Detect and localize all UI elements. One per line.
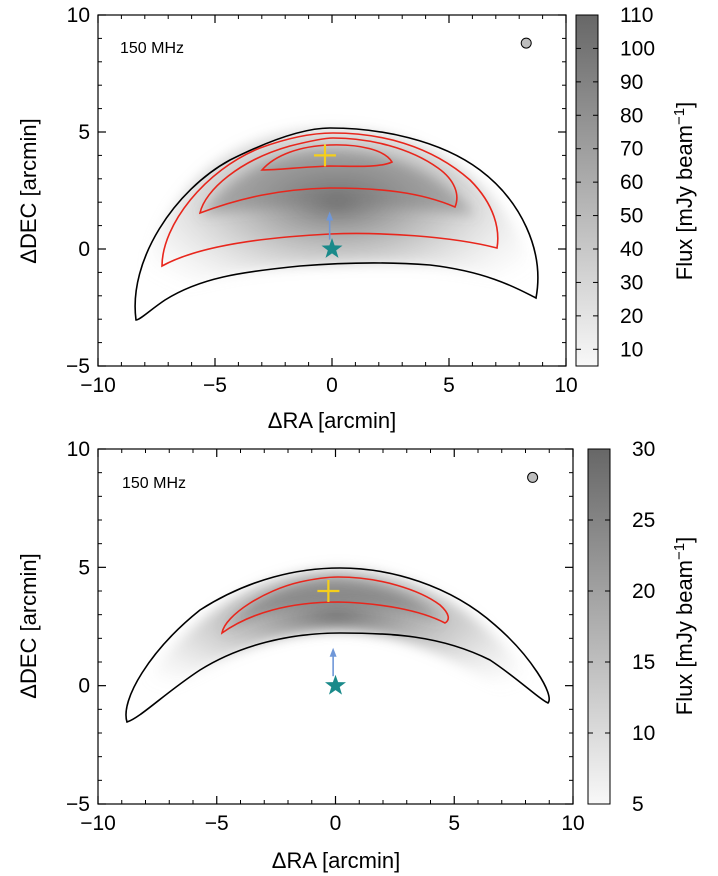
outer-contour-bottom <box>125 567 550 723</box>
colorbar-tick-label: 15 <box>632 651 655 674</box>
colorbar-tick-label: 20 <box>632 580 655 603</box>
colorbar-tick-label: 60 <box>620 171 643 194</box>
x-axis-label-top: ΔRA [arcmin] <box>268 408 396 433</box>
colorbar-tick-label: 10 <box>632 722 655 745</box>
colorbar-tick-label: 25 <box>632 509 655 532</box>
outer-contour <box>134 127 539 321</box>
beam-top <box>520 37 532 49</box>
colorbar-label-top: Flux [mJy beam−1] <box>671 102 697 281</box>
x-tick-label: 0 <box>330 812 342 835</box>
x-tick-label: 5 <box>448 812 460 835</box>
inner-contour-3 <box>260 144 394 171</box>
colorbar-top <box>575 14 599 367</box>
y-tick-label: 0 <box>78 238 90 261</box>
emission-map-bottom <box>125 568 548 720</box>
y-tick-label: 5 <box>78 556 90 579</box>
y-ticks-top: −5 0 5 10 <box>66 4 566 378</box>
colorbar-tick-label: 30 <box>620 271 643 294</box>
colorbar-tick-label: 100 <box>620 37 655 60</box>
colorbar-tick-label: 70 <box>620 138 643 161</box>
x-tick-label: 0 <box>326 374 338 397</box>
source-star-top <box>321 238 343 258</box>
arrow-head <box>329 647 337 657</box>
colorbar-label-bottom: Flux [mJy beam−1] <box>671 537 697 716</box>
annotation-bottom: 150 MHz <box>122 475 186 492</box>
peak-cross-top <box>313 144 336 167</box>
peak-cross-bottom <box>317 580 340 602</box>
inner-contour-1 <box>161 132 499 268</box>
arrow-top <box>326 211 334 240</box>
x-ticks-top: −10 −5 0 5 10 <box>80 15 578 397</box>
colorbar-ticks-bottom: 5 10 15 20 25 30 <box>588 438 655 816</box>
colorbar-tick-label: 10 <box>620 338 643 361</box>
colorbar-tick-label: 110 <box>620 4 653 27</box>
y-tick-label: 5 <box>78 121 90 144</box>
beam-bottom <box>527 471 539 483</box>
x-tick-label: 10 <box>561 812 584 835</box>
y-tick-label: 0 <box>78 675 90 698</box>
y-ticks-bottom: −5 0 5 10 <box>66 438 573 816</box>
y-tick-label: 10 <box>67 438 90 461</box>
arrow-bottom <box>329 647 337 677</box>
colorbar-tick-label: 40 <box>620 238 643 261</box>
emission-map-top <box>136 128 538 320</box>
x-tick-label: −10 <box>80 374 116 397</box>
y-tick-label: −5 <box>66 793 90 816</box>
x-tick-label: −5 <box>203 374 227 397</box>
x-tick-label: −5 <box>205 812 229 835</box>
colorbar-ticks-top: 10 20 30 40 50 60 70 80 90 100 110 <box>576 4 655 361</box>
x-tick-label: 5 <box>443 374 455 397</box>
colorbar-tick-label: 50 <box>620 205 643 228</box>
inner-contour-2 <box>198 137 458 215</box>
y-tick-label: −5 <box>66 355 90 378</box>
source-star-bottom <box>325 674 346 695</box>
x-ticks-bottom: −10 −5 0 5 10 <box>80 449 585 835</box>
colorbar-tick-label: 20 <box>620 305 643 328</box>
x-tick-label: 10 <box>554 374 577 397</box>
annotation-top: 150 MHz <box>120 40 184 57</box>
colorbar-tick-label: 30 <box>632 438 655 461</box>
y-axis-label-bottom: ΔDEC [arcmin] <box>16 553 41 699</box>
y-tick-label: 10 <box>67 4 90 27</box>
star-icon <box>321 238 343 258</box>
colorbar-tick-label: 90 <box>620 71 643 94</box>
star-icon <box>325 674 346 695</box>
colorbar-tick-label: 80 <box>620 104 643 127</box>
colorbar-tick-label: 5 <box>632 793 644 816</box>
colorbar-bottom <box>587 448 611 805</box>
arrow-head <box>326 211 334 221</box>
x-axis-label-bottom: ΔRA [arcmin] <box>272 848 400 873</box>
inner-contour-bottom <box>220 576 450 635</box>
x-tick-label: −10 <box>80 812 116 835</box>
y-axis-label-top: ΔDEC [arcmin] <box>16 118 41 264</box>
